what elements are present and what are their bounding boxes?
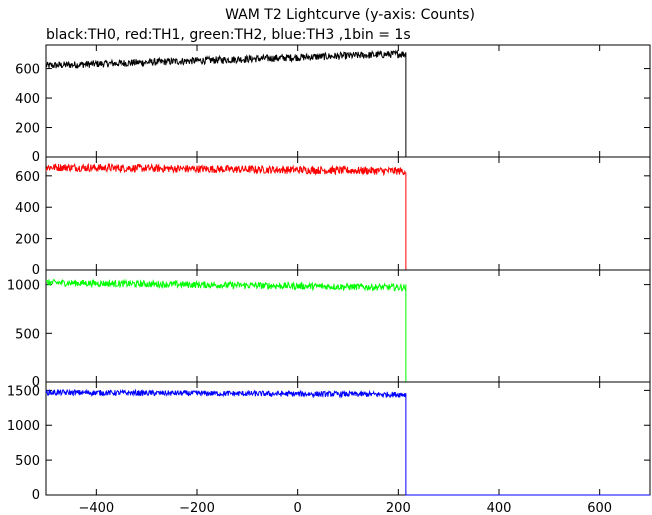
x-tick-label: 400 [487,501,512,515]
x-tick-label: 600 [587,501,612,515]
panel-th0: 0 200 400 600 [15,44,651,165]
y-tick-label: 0 [32,375,40,390]
y-tick-label: 0 [32,263,40,278]
y-tick-label: 0 [32,150,40,165]
y-tick-label: 1000 [7,419,40,434]
y-tick-label: 500 [15,454,40,469]
y-tick-label: 0 [32,488,40,503]
x-tick-label: −400 [78,501,114,515]
y-tick-label: 600 [15,170,40,185]
y-tick-label: 600 [15,63,40,78]
y-tick-label: 400 [15,92,40,107]
y-tick-label: 400 [15,201,40,216]
series-line-th1 [45,162,650,271]
y-tick-label: 1000 [7,279,40,294]
series-line-th2 [45,278,650,383]
panel-th1: 0 200 400 600 [15,156,651,278]
chart-title: WAM T2 Lightcurve (y-axis: Counts) [225,7,475,23]
chart-subtitle: black:TH0, red:TH1, green:TH2, blue:TH3 … [46,27,411,43]
y-tick-label: 500 [15,327,40,342]
y-tick-label: 1500 [7,384,40,399]
panel-th3: 0 500 1000 1500 −400 −200 0 200 400 600 [7,381,651,515]
x-tick-label: 0 [294,501,302,515]
y-tick-label: 200 [15,233,40,248]
x-tick-label: −200 [179,501,215,515]
x-tick-label: 200 [386,501,411,515]
y-tick-label: 200 [15,122,40,137]
panel-th2: 0 500 1000 [7,269,651,390]
series-line-th0 [45,49,650,158]
series-line-th3 [45,388,650,496]
panel-frame [45,381,651,496]
panel-frame [45,156,651,271]
